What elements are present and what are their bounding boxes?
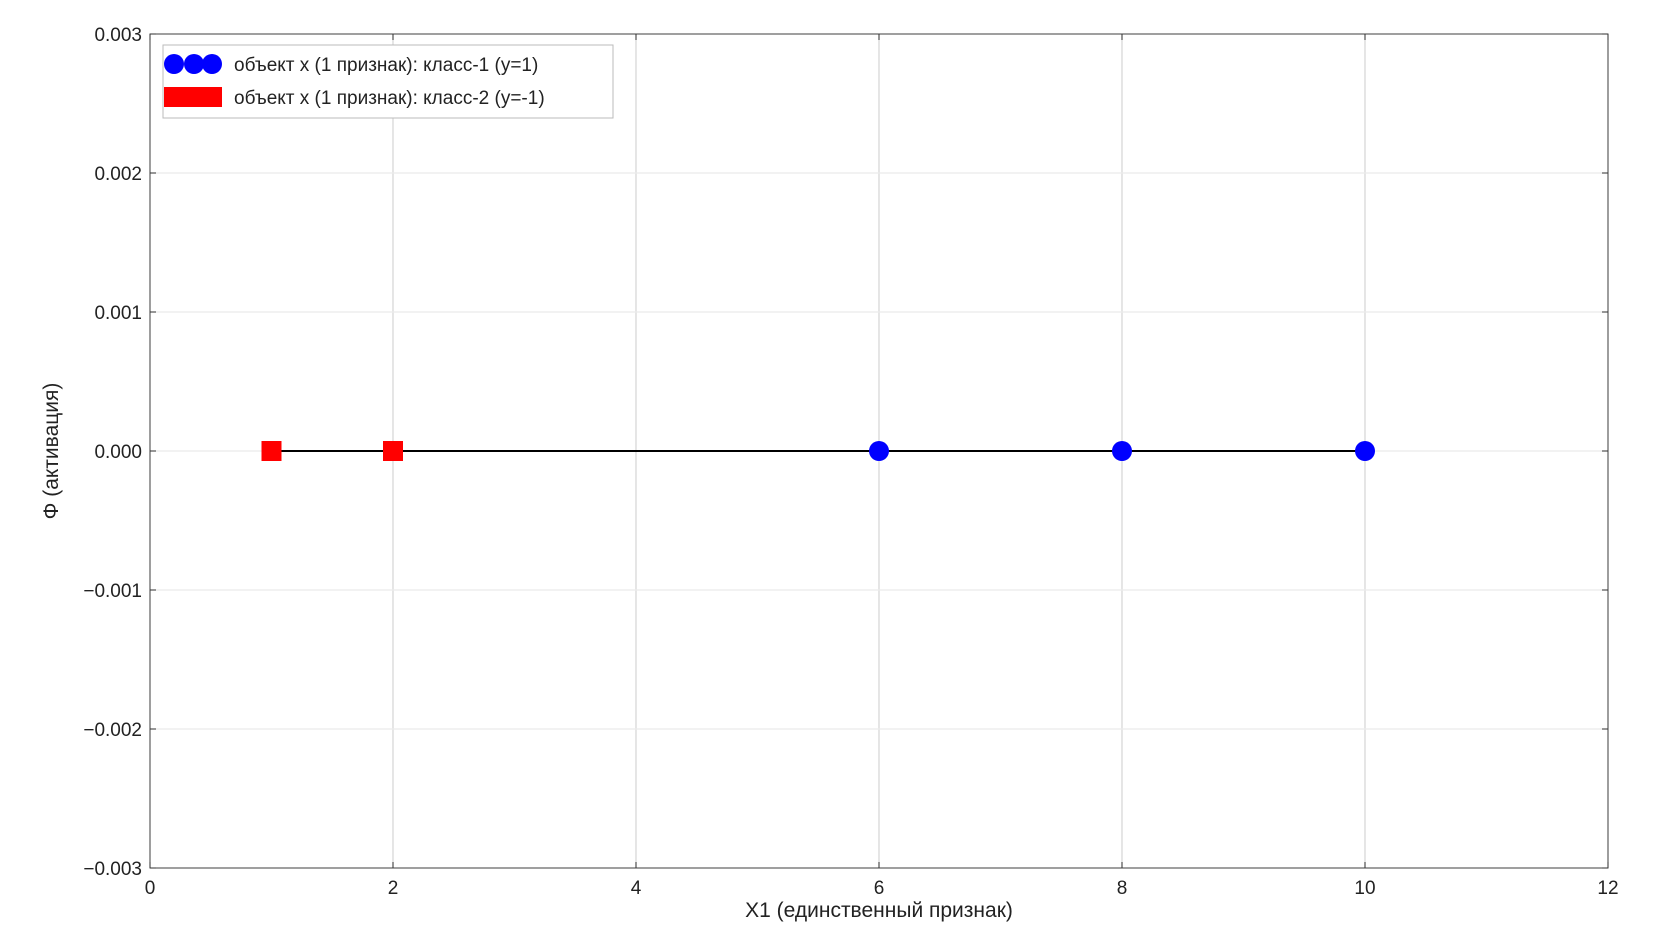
y-tick-label: 0.001 (94, 303, 142, 324)
data-point-class-1 (869, 441, 889, 461)
legend-square-marker (164, 87, 184, 107)
x-axis-title: X1 (единственный признак) (745, 899, 1013, 922)
legend: объект x (1 признак): класс-1 (y=1) объе… (162, 44, 614, 119)
legend-square-marker (202, 87, 222, 107)
data-point-class-1 (1355, 441, 1375, 461)
legend-box (162, 44, 614, 119)
y-tick-label: 0.003 (94, 25, 142, 46)
legend-circle-marker (202, 54, 222, 74)
y-tick-label: −0.001 (83, 581, 142, 602)
x-tick-labels: 0 2 4 6 8 10 12 (145, 878, 1619, 899)
data-point-class-2 (383, 441, 403, 461)
x-tick-label: 4 (631, 878, 642, 899)
legend-marker-class-1 (164, 54, 222, 74)
x-tick-label: 6 (874, 878, 885, 899)
legend-label-class-2: объект x (1 признак): класс-2 (y=-1) (234, 88, 545, 109)
y-tick-label: −0.003 (83, 859, 142, 880)
y-tick-label: 0.000 (94, 442, 142, 463)
legend-circle-marker (184, 54, 204, 74)
legend-square-marker (184, 87, 204, 107)
data-point-class-1 (1112, 441, 1132, 461)
axis-ticks (149, 33, 1609, 869)
legend-label-class-1: объект x (1 признак): класс-1 (y=1) (234, 55, 538, 76)
y-tick-label: 0.002 (94, 164, 142, 185)
x-tick-label: 12 (1597, 878, 1618, 899)
y-tick-labels: 0.003 0.002 0.001 0.000 −0.001 −0.002 −0.003 (83, 25, 142, 880)
x-tick-label: 0 (145, 878, 156, 899)
y-axis-title: Φ (активация) (40, 383, 63, 520)
x-tick-label: 8 (1117, 878, 1128, 899)
x-tick-label: 2 (388, 878, 399, 899)
y-tick-label: −0.002 (83, 720, 142, 741)
legend-circle-marker (164, 54, 184, 74)
x-tick-label: 10 (1354, 878, 1375, 899)
data-point-class-2 (261, 441, 282, 461)
legend-marker-class-2 (164, 87, 222, 107)
data-points (261, 441, 1375, 461)
